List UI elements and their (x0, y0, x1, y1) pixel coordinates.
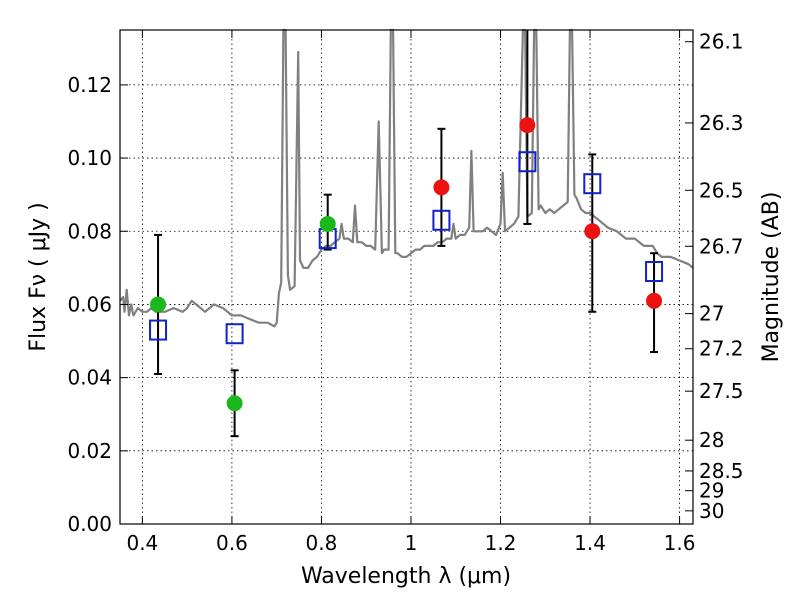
model-box-point (645, 261, 664, 283)
grid-lines (120, 30, 693, 525)
y-right-tick-label: 26.7 (699, 234, 744, 258)
y-tick-label: 0.00 (67, 512, 112, 536)
x-tick-label: 1.6 (664, 531, 696, 555)
red-data-point (584, 223, 601, 240)
model-box-point (583, 173, 602, 195)
x-tick-label: 1.4 (574, 531, 606, 555)
y-tick-label: 0.02 (67, 439, 112, 463)
y-tick-label: 0.10 (67, 146, 112, 170)
x-tick-label: 0.6 (216, 531, 248, 555)
spectrum-line (119, 28, 694, 328)
y-right-tick-label: 26.3 (699, 111, 744, 135)
model-box-point (432, 209, 451, 231)
model-box-point (149, 319, 168, 341)
errorbars (154, 30, 659, 438)
y-right-tick-label: 27 (699, 302, 724, 326)
green-data-point (319, 215, 336, 232)
green-data-point (226, 395, 243, 412)
y-right-tick-label: 26.5 (699, 178, 744, 202)
point-series (150, 117, 663, 412)
spectrum-series (119, 28, 694, 328)
y-tick-label: 0.06 (67, 292, 112, 316)
model-box-point (225, 323, 244, 345)
model-box-series (149, 151, 664, 345)
y-right-tick-label: 30 (699, 499, 724, 523)
y-right-tick-label: 29 (699, 479, 724, 503)
green-data-point (150, 296, 167, 313)
y-right-tick-label: 28.5 (699, 459, 744, 483)
y-right-tick-label: 27.2 (699, 337, 744, 361)
x-tick-label: 0.8 (306, 531, 338, 555)
y-right-tick-label: 26.1 (699, 30, 744, 54)
y-right-tick-label: 28 (699, 428, 724, 452)
y-tick-label: 0.08 (67, 219, 112, 243)
x-axis-label: Wavelength λ (μm) (301, 564, 511, 589)
x-tick-label: 0.4 (126, 531, 158, 555)
x-tick-label: 1.2 (485, 531, 517, 555)
y-axis-label-left: Flux Fν ( μJy ) (26, 202, 51, 351)
plot-frame (119, 29, 694, 525)
y-axis-label-right: Magnitude (AB) (759, 192, 784, 363)
y-right-tick-label: 27.5 (699, 379, 744, 403)
y-tick-label: 0.04 (67, 366, 112, 390)
model-box-point (518, 151, 537, 173)
y-tick-label: 0.12 (67, 73, 112, 97)
red-data-point (519, 117, 536, 134)
x-tick-label: 1 (405, 531, 418, 555)
red-data-point (646, 292, 663, 309)
axis-ticks: 0.4 0.6 0.8 1 1.2 1.4 1.6 0.00 0.02 0.04 0.06 0.08 0… (67, 30, 743, 555)
red-data-point (433, 179, 450, 196)
